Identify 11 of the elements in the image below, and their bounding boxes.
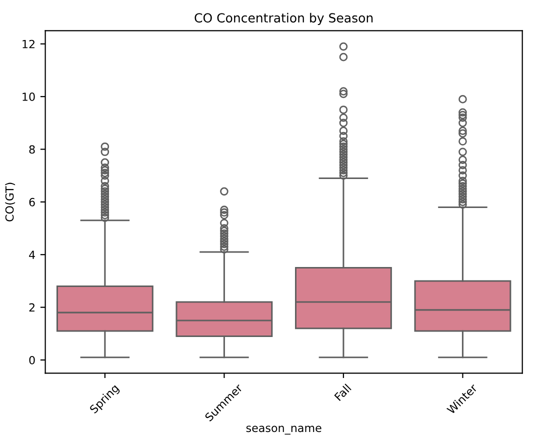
y-tick-label: 4	[29, 250, 35, 259]
y-tick-label: 12	[22, 40, 34, 48]
y-tick-label: 6	[29, 198, 35, 206]
y-tick-label: 8	[29, 145, 35, 154]
y-axis-title: CO(GT)	[5, 182, 16, 222]
chart-title: CO Concentration by Season	[194, 12, 373, 25]
y-tick-label: 0	[29, 356, 35, 364]
x-tick-label: Fall	[334, 384, 352, 402]
x-axis-title: season_name	[246, 426, 322, 435]
y-tick-label: 2	[29, 303, 34, 312]
y-tick-label: 10	[22, 92, 35, 101]
